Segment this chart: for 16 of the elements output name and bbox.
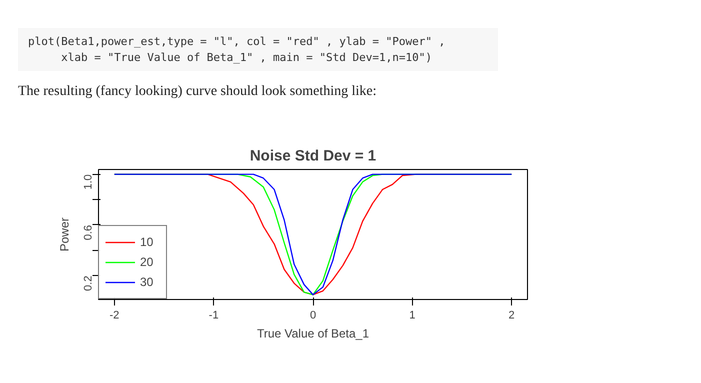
chart-title: Noise Std Dev = 1 xyxy=(250,148,376,165)
legend-label: 30 xyxy=(140,275,154,290)
legend-label: 20 xyxy=(140,255,154,270)
y-tick-label: 0.2 xyxy=(82,276,94,292)
x-axis-title: True Value of Beta_1 xyxy=(256,326,370,341)
x-tick-label: 1 xyxy=(409,310,416,322)
x-tick-label: 2 xyxy=(508,310,515,322)
text: plot(Beta1,power_est,type = "l", col = "red" , ylab = "Power" , xlab = "True Value of Beta_1" , main = "Std Dev=1,n=10") xyxy=(18,28,498,72)
x-tick-label: -2 xyxy=(110,310,120,322)
y-tick-label: 0.6 xyxy=(82,225,94,241)
y-tick-label: 1.0 xyxy=(82,174,94,190)
text: The resulting (fancy looking) curve should look something like: xyxy=(18,83,376,102)
legend-label: 10 xyxy=(140,235,154,250)
x-tick-label: 0 xyxy=(310,310,316,322)
x-tick-label: -1 xyxy=(208,310,219,322)
y-axis-title: Power xyxy=(58,218,72,252)
